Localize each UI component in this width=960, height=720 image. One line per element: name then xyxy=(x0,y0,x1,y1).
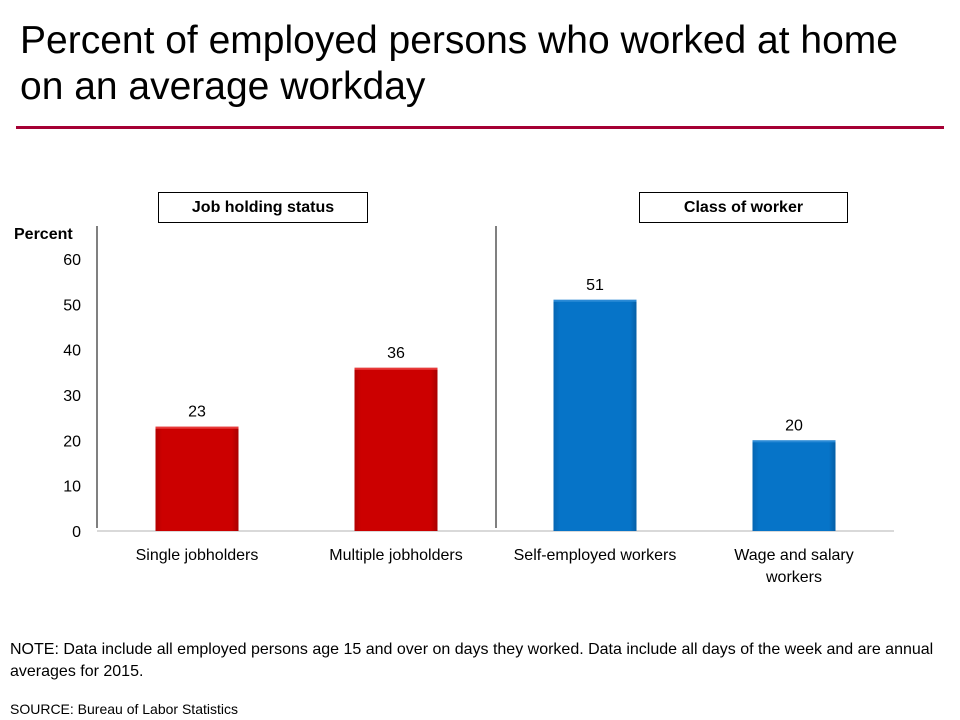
y-tick-label: 60 xyxy=(63,252,81,269)
bar-single-jobholders xyxy=(155,426,239,531)
y-axis-label: Percent xyxy=(14,226,73,243)
note-text: NOTE: Data include all employed persons … xyxy=(10,641,934,680)
page-title: Percent of employed persons who worked a… xyxy=(20,19,898,108)
bar-highlight xyxy=(354,367,438,370)
y-tick-label: 20 xyxy=(63,433,81,450)
x-tick-label: workers xyxy=(765,569,822,586)
bar-chart: Percent 0 10 20 30 40 50 60 23 36 51 20 Single jo… xyxy=(14,226,894,586)
x-tick-label: Self-employed workers xyxy=(514,547,677,564)
bar-highlight xyxy=(155,426,239,429)
data-label: 23 xyxy=(188,404,206,421)
data-label: 36 xyxy=(387,345,405,362)
bar-multiple-jobholders xyxy=(354,367,438,531)
x-tick-label: Single jobholders xyxy=(136,547,259,564)
source-text: SOURCE: Bureau of Labor Statistics xyxy=(10,701,238,717)
group-label-job-holding-status: Job holding status xyxy=(158,192,368,223)
y-tick-label: 50 xyxy=(63,297,81,314)
bar-highlight xyxy=(752,440,836,443)
data-label: 20 xyxy=(785,417,803,434)
x-tick-label: Multiple jobholders xyxy=(329,547,462,564)
title-rule xyxy=(16,126,944,129)
y-tick-label: 0 xyxy=(72,524,81,541)
data-label: 51 xyxy=(586,277,604,294)
group-label-class-of-worker: Class of worker xyxy=(639,192,848,223)
y-tick-label: 30 xyxy=(63,388,81,405)
y-tick-label: 40 xyxy=(63,343,81,360)
bar-highlight xyxy=(553,299,637,302)
bar-wage-and-salary-workers xyxy=(752,440,836,531)
y-tick-label: 10 xyxy=(63,479,81,496)
bar-self-employed-workers xyxy=(553,299,637,531)
x-tick-label: Wage and salary xyxy=(734,547,853,564)
